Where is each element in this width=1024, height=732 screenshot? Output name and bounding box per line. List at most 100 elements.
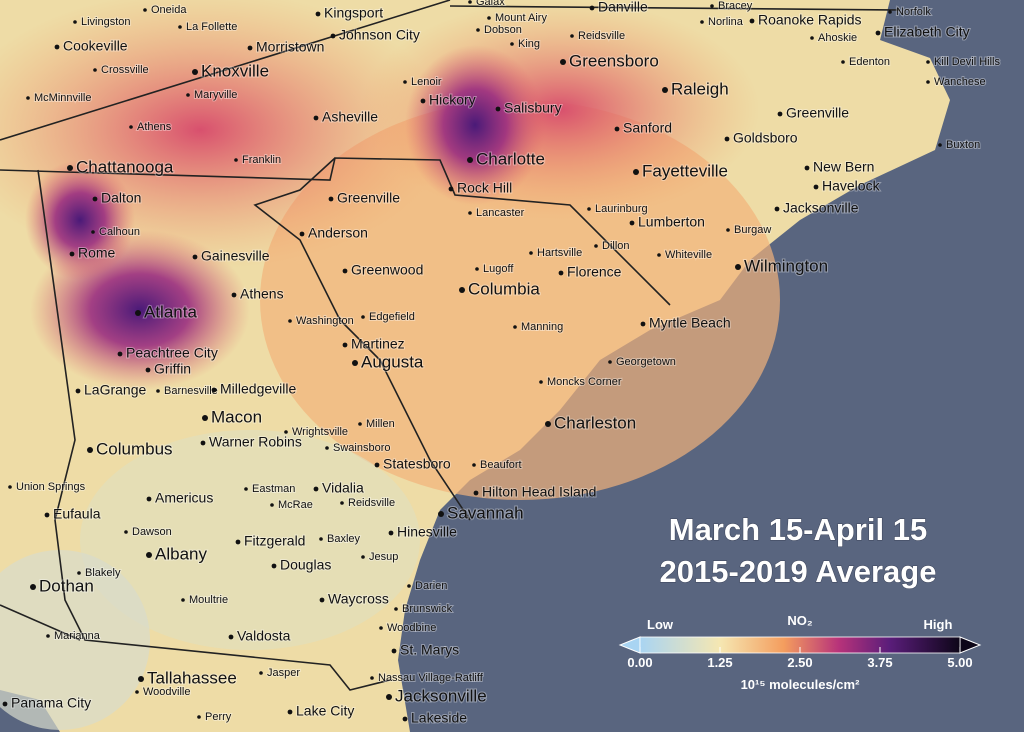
city-dot — [495, 106, 501, 112]
city-label: Greenville — [786, 105, 849, 121]
city-dot — [26, 96, 30, 100]
city-dot — [472, 463, 476, 467]
colorbar-low-cap — [618, 636, 641, 654]
city-label: Cookeville — [63, 38, 128, 54]
city-label: Elizabeth City — [884, 24, 970, 40]
city-label: Wrightsville — [292, 426, 348, 438]
title: March 15-April 15 — [669, 512, 927, 547]
city-label: Atlanta — [144, 302, 197, 321]
city-label: Blakely — [85, 567, 121, 579]
city-dot — [138, 676, 144, 682]
city-dot — [487, 16, 491, 20]
colorbar-low: Low — [647, 617, 674, 632]
city-label: Wilmington — [744, 256, 828, 275]
city-label: Martinez — [351, 336, 405, 352]
city-label: Reidsville — [348, 497, 395, 509]
city-dot — [319, 537, 323, 541]
city-label: Albany — [155, 544, 207, 563]
city-label: Dawson — [132, 526, 172, 538]
city-label: Vidalia — [322, 480, 364, 496]
city-label: Dillon — [602, 240, 630, 252]
title: 2015-2019 Average — [660, 554, 937, 589]
city-dot — [342, 342, 348, 348]
city-dot — [529, 251, 533, 255]
city-label: Columbia — [468, 279, 540, 298]
city-dot — [640, 321, 646, 327]
city-label: Woodbine — [387, 622, 436, 634]
city-label: McMinnville — [34, 92, 91, 104]
city-dot — [287, 709, 293, 715]
city-dot — [124, 530, 128, 534]
city-dot — [662, 87, 668, 93]
city-dot — [156, 389, 160, 393]
city-dot — [135, 310, 141, 316]
city-dot — [44, 512, 50, 518]
city-label: Swainsboro — [333, 442, 390, 454]
city-label: Danville — [598, 0, 648, 15]
city-dot — [407, 584, 411, 588]
city-dot — [468, 211, 472, 215]
city-label: La Follette — [186, 21, 237, 33]
city-label: Jacksonville — [783, 200, 859, 216]
city-dot — [117, 351, 123, 357]
colorbar-units: 10¹⁵ molecules/cm² — [741, 677, 860, 692]
city-dot — [30, 584, 36, 590]
city-label: Warner Robins — [209, 434, 302, 450]
city-dot — [67, 165, 73, 171]
city-label: Jasper — [267, 667, 300, 679]
colorbar-high-cap — [959, 636, 982, 654]
city-dot — [735, 264, 741, 270]
city-dot — [774, 206, 780, 212]
city-dot — [231, 292, 237, 298]
colorbar-high: High — [924, 617, 953, 632]
city-dot — [926, 60, 930, 64]
city-label: Johnson City — [339, 27, 420, 43]
city-labels: Livingston Oneida La Follette Kingsport John… — [2, 0, 1002, 727]
city-dot — [558, 270, 564, 276]
city-dot — [202, 415, 208, 421]
city-label: Manning — [521, 321, 563, 333]
city-label: Dothan — [39, 576, 94, 595]
city-dot — [77, 571, 81, 575]
city-dot — [560, 59, 566, 65]
city-dot — [589, 5, 595, 11]
city-dot — [420, 98, 426, 104]
city-dot — [473, 490, 479, 496]
city-dot — [700, 20, 704, 24]
city-label: Peachtree City — [126, 345, 218, 361]
city-dot — [284, 430, 288, 434]
city-dot — [777, 111, 783, 117]
city-label: Maryville — [194, 89, 237, 101]
city-dot — [69, 251, 75, 257]
city-dot — [476, 28, 480, 32]
city-label: Hartsville — [537, 247, 582, 259]
city-dot — [386, 694, 392, 700]
city-label: Eastman — [252, 483, 295, 495]
city-label: Norlina — [708, 16, 744, 28]
colorbar-tick-label: 1.25 — [707, 655, 732, 670]
city-dot — [192, 254, 198, 260]
city-dot — [73, 20, 77, 24]
city-dot — [234, 158, 238, 162]
city-label: McRae — [278, 499, 313, 511]
city-dot — [448, 186, 454, 192]
city-label: Greenwood — [351, 262, 423, 278]
city-dot — [710, 4, 714, 8]
colorbar-tick-label: 0.00 — [627, 655, 652, 670]
city-label: Knoxville — [201, 61, 269, 80]
city-dot — [313, 115, 319, 121]
city-dot — [374, 462, 380, 468]
city-label: Havelock — [822, 178, 881, 194]
city-label: Millen — [366, 418, 395, 430]
city-label: Augusta — [361, 352, 424, 371]
city-dot — [438, 511, 444, 517]
city-label: Sanford — [623, 120, 672, 136]
city-label: Fitzgerald — [244, 533, 305, 549]
city-dot — [135, 690, 139, 694]
city-dot — [54, 44, 60, 50]
city-dot — [244, 487, 248, 491]
city-dot — [587, 207, 591, 211]
city-label: Bracey — [718, 0, 753, 12]
city-label: Rome — [78, 245, 116, 261]
